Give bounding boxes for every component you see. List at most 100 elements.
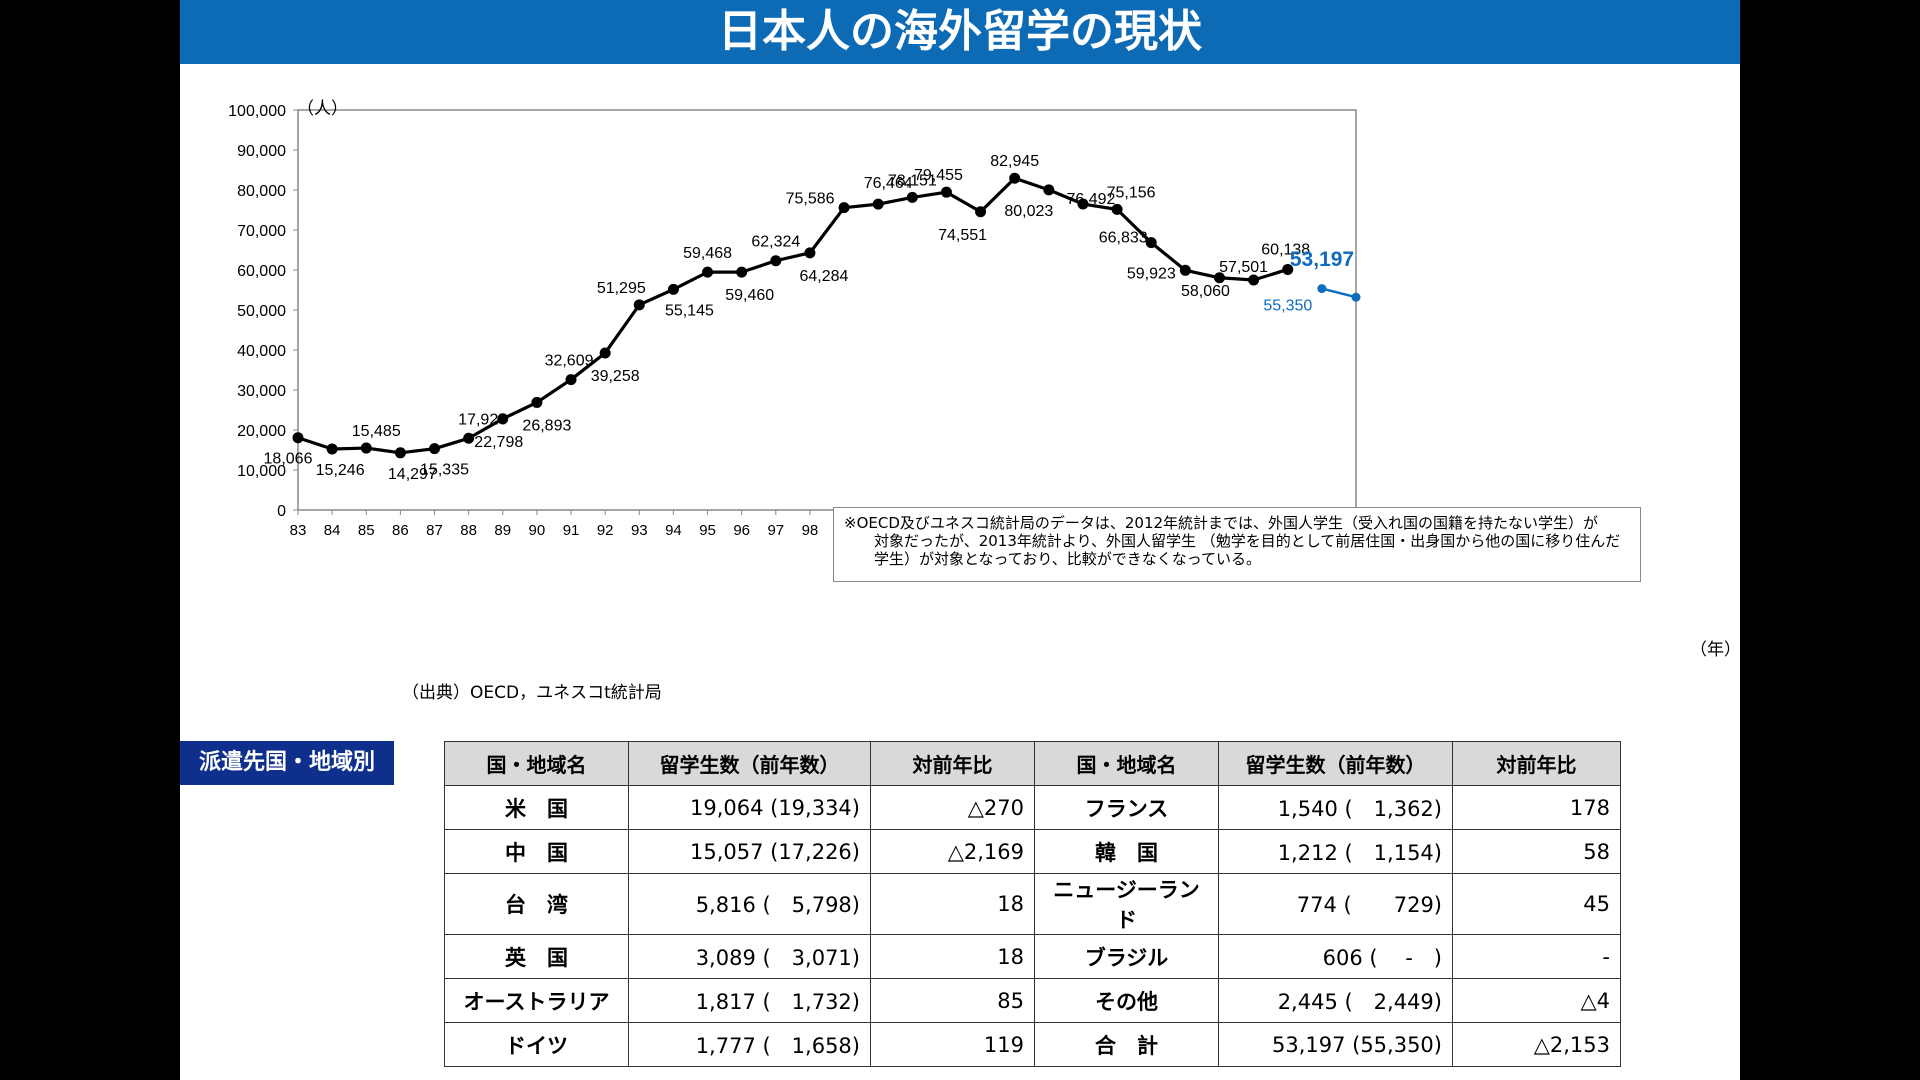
- data-points: [292, 172, 1361, 459]
- series-lines: [297, 176, 1357, 455]
- x-axis-unit-label: （年）: [1690, 640, 1740, 659]
- data-label: 74,551: [938, 227, 987, 244]
- student-count-cell: 774 ( 729): [1218, 873, 1453, 935]
- student-count-cell: 19,064 (19,334): [628, 785, 871, 830]
- country-cell: 中 国: [444, 829, 629, 874]
- slide: 日本人の海外留学の現状 0 10,000 20,000 30,000 40,000 50,…: [180, 0, 1740, 1080]
- data-point: [872, 198, 884, 210]
- data-label: 57,501: [1219, 259, 1268, 276]
- data-label: 66,833: [1099, 230, 1148, 247]
- data-label: 15,335: [420, 462, 469, 479]
- y-tick-label: 40,000: [237, 343, 286, 360]
- data-point: [770, 255, 782, 267]
- table-header: 対前年比: [870, 741, 1035, 786]
- table-row: 米 国 19,064 (19,334) △270 フランス 1,540 ( 1,362)…: [444, 785, 1621, 830]
- data-label: 82,945: [990, 153, 1039, 170]
- data-label: 62,324: [751, 234, 800, 251]
- country-cell: ブラジル: [1034, 934, 1219, 979]
- data-label: 26,893: [522, 417, 571, 434]
- y-tick-label: 50,000: [237, 303, 286, 320]
- data-point: [1009, 172, 1021, 184]
- yoy-change-cell: 119: [870, 1022, 1035, 1067]
- y-tick-label: 0: [277, 503, 286, 520]
- chart-note: ※OECD及びユネスコ統計局のデータは、2012年統計までは、外国人学生（受入れ…: [833, 507, 1641, 582]
- y-tick-label: 70,000: [237, 223, 286, 240]
- x-tick-label: 90: [529, 522, 546, 539]
- data-point: [360, 442, 372, 454]
- table-row: 台 湾 5,816 ( 5,798) 18 ニュージーランド 774 ( 729) 45: [444, 873, 1621, 935]
- table-row: 英 国 3,089 ( 3,071) 18 ブラジル 606 ( - ) -: [444, 934, 1621, 979]
- x-tick-label: 92: [597, 522, 614, 539]
- data-point: [1317, 284, 1327, 294]
- table-header: 留学生数（前年数）: [628, 741, 871, 786]
- x-tick-label: 96: [733, 522, 750, 539]
- table-header: 国・地域名: [444, 741, 629, 786]
- yoy-change-cell: 178: [1452, 785, 1621, 830]
- table-header-row: 国・地域名 留学生数（前年数） 対前年比 国・地域名 留学生数（前年数） 対前年…: [444, 741, 1621, 786]
- data-point: [1145, 237, 1157, 249]
- x-tick-label: 93: [631, 522, 648, 539]
- y-tick-label: 60,000: [237, 263, 286, 280]
- data-point: [565, 374, 577, 386]
- yoy-change-cell: 18: [870, 873, 1035, 935]
- country-cell: 英 国: [444, 934, 629, 979]
- student-count-cell: 3,089 ( 3,071): [628, 934, 871, 979]
- page-title: 日本人の海外留学の現状: [180, 0, 1740, 64]
- x-tick-label: 87: [426, 522, 443, 539]
- x-tick-label: 88: [460, 522, 477, 539]
- data-point: [1111, 203, 1123, 215]
- country-cell: 台 湾: [444, 873, 629, 935]
- yoy-change-cell: 58: [1452, 829, 1621, 874]
- yoy-change-cell: 45: [1452, 873, 1621, 935]
- data-point: [906, 191, 918, 203]
- student-count-cell: 1,777 ( 1,658): [628, 1022, 871, 1067]
- data-point: [633, 299, 645, 311]
- data-label: 59,468: [683, 245, 732, 262]
- yoy-change-cell: △2,169: [870, 829, 1035, 874]
- country-cell: フランス: [1034, 785, 1219, 830]
- data-point: [1213, 272, 1225, 284]
- data-label: 76,492: [1066, 191, 1115, 208]
- country-cell: 合 計: [1034, 1022, 1219, 1067]
- y-tick-label: 20,000: [237, 423, 286, 440]
- student-count-cell: 15,057 (17,226): [628, 829, 871, 874]
- data-point: [1248, 274, 1260, 286]
- data-label: 59,460: [725, 287, 774, 304]
- x-tick-label: 95: [699, 522, 716, 539]
- data-point: [497, 413, 509, 425]
- table-header: 対前年比: [1452, 741, 1621, 786]
- data-label: 58,060: [1181, 283, 1230, 300]
- data-point: [1043, 184, 1055, 196]
- data-label: 79,455: [914, 167, 963, 184]
- data-label: 15,485: [352, 423, 401, 440]
- data-label: 39,258: [591, 368, 640, 385]
- x-tick-label: 85: [358, 522, 375, 539]
- data-label: 14,297: [388, 466, 437, 483]
- data-label: 60,138: [1261, 241, 1310, 258]
- yoy-change-cell: -: [1452, 934, 1621, 979]
- y-tick-label: 80,000: [237, 183, 286, 200]
- yoy-change-cell: 18: [870, 934, 1035, 979]
- data-point: [292, 432, 304, 444]
- table-header: 留学生数（前年数）: [1218, 741, 1453, 786]
- chart-axes: [293, 109, 1357, 515]
- data-point: [429, 443, 441, 455]
- y-tick-label: 30,000: [237, 383, 286, 400]
- x-tick-label: 84: [324, 522, 341, 539]
- data-point: [1282, 263, 1294, 275]
- data-point: [463, 432, 475, 444]
- data-point: [394, 447, 406, 459]
- data-label: 22,798: [474, 434, 523, 451]
- data-point: [838, 202, 850, 214]
- data-label: 76,464: [864, 175, 913, 192]
- data-point: [940, 186, 952, 198]
- yoy-change-cell: 85: [870, 978, 1035, 1023]
- x-tick-label: 97: [767, 522, 784, 539]
- data-point: [1351, 292, 1361, 302]
- student-count-cell: 53,197 (55,350): [1218, 1022, 1453, 1067]
- data-point: [702, 266, 714, 278]
- table-row: 中 国 15,057 (17,226) △2,169 韓 国 1,212 ( 1,154…: [444, 829, 1621, 874]
- y-tick-labels: 0 10,000 20,000 30,000 40,000 50,000 60,000 70,…: [228, 103, 286, 520]
- x-tick-label: 98: [802, 522, 819, 539]
- x-tick-label: 83: [290, 522, 307, 539]
